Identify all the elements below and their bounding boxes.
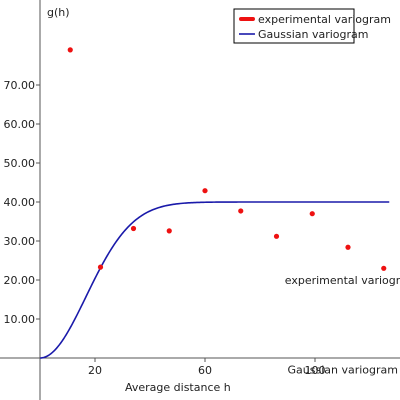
data-point: [238, 208, 244, 214]
y-axis-title: g(h): [47, 6, 70, 19]
data-point: [309, 211, 315, 217]
data-point: [202, 188, 208, 194]
y-tick-label: 60.00: [4, 118, 36, 131]
x-ticks: 20 60 100: [88, 358, 326, 377]
x-tick-label: 100: [305, 364, 326, 377]
y-tick-label: 70.00: [4, 79, 36, 92]
data-point: [130, 225, 137, 232]
data-point: [97, 264, 104, 270]
x-tick-label: 60: [198, 364, 212, 377]
x-tick-label: 20: [88, 364, 102, 377]
legend-label-experimental: experimental variogram: [258, 13, 391, 26]
y-tick-label: 10.00: [4, 313, 36, 326]
annotations: experimental variogram Gaussian variogra…: [285, 274, 400, 377]
y-tick-label: 20.00: [4, 274, 36, 287]
x-axis-title: Average distance h: [125, 381, 231, 394]
y-tick-label: 30.00: [4, 235, 36, 248]
legend-label-gaussian: Gaussian variogram: [258, 28, 368, 41]
legend: experimental variogram Gaussian variogra…: [233, 8, 391, 44]
data-point: [67, 47, 73, 53]
y-tick-label: 40.00: [4, 196, 36, 209]
y-ticks: 10.00 20.00 30.00 40.00 50.00 60.00 70.00: [4, 79, 40, 326]
annotation-gaussian-variogram: Gaussian variogram: [288, 364, 398, 377]
y-tick-label: 50.00: [4, 157, 36, 170]
data-point: [273, 233, 280, 239]
data-point: [166, 228, 172, 234]
experimental-points: [67, 47, 387, 271]
legend-swatch-experimental: [239, 17, 255, 21]
gaussian-variogram-line: [39, 201, 390, 359]
data-point: [381, 265, 387, 271]
data-point: [345, 244, 351, 250]
annotation-experimental-variogram: experimental variogram: [285, 274, 400, 287]
legend-box: [233, 8, 355, 44]
